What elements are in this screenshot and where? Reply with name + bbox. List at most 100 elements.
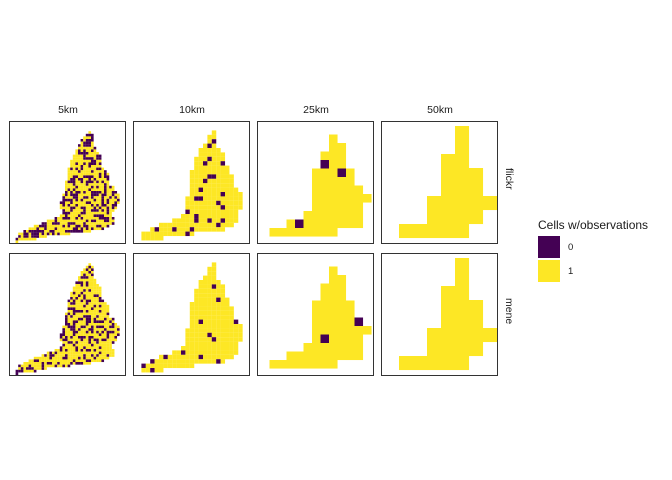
heat-cell [216, 165, 221, 171]
heat-cell [203, 178, 208, 184]
heat-cell [104, 180, 107, 184]
heat-cell [78, 222, 81, 225]
heat-cell [59, 214, 63, 218]
heat-cell [65, 204, 68, 207]
heat-cell [83, 297, 86, 300]
heat-cell [185, 337, 190, 342]
panel-mene-5km [9, 253, 126, 376]
heat-cell [93, 304, 97, 308]
heat-cell [98, 224, 102, 228]
heat-cell [80, 333, 84, 337]
heat-cell [52, 232, 55, 236]
heat-cell [80, 175, 84, 179]
heat-cell [91, 286, 94, 290]
heat-cell [46, 362, 50, 365]
heat-cell [111, 351, 115, 355]
heat-cell [83, 341, 86, 344]
heat-cell [111, 333, 115, 337]
heat-cell [220, 205, 226, 210]
heat-cell [203, 324, 208, 329]
heat-cell [91, 359, 94, 363]
heat-cell [106, 317, 110, 321]
heat-cell [26, 367, 29, 370]
heat-cell [104, 328, 107, 331]
heat-cell [455, 286, 470, 301]
heat-cell [72, 227, 76, 231]
heat-cell [216, 306, 221, 311]
heat-cell [88, 333, 92, 337]
heat-cell [329, 160, 338, 169]
heat-cell [88, 307, 92, 311]
heat-cell [75, 191, 79, 194]
heat-cell [111, 206, 115, 210]
heat-cell [41, 222, 45, 225]
heat-cell [80, 312, 84, 316]
heat-cell [80, 362, 84, 365]
heat-cell [96, 157, 99, 160]
heat-cell [346, 211, 355, 220]
heat-cell [75, 299, 79, 303]
heat-cell [39, 230, 42, 233]
heat-cell [329, 219, 338, 229]
heat-cell [91, 276, 94, 279]
heat-cell [104, 317, 107, 321]
heat-cell [194, 227, 199, 232]
heat-cell [67, 328, 71, 331]
heat-cell [72, 291, 76, 295]
heat-cell [194, 196, 199, 201]
heat-cell [67, 183, 71, 186]
heat-cell [83, 217, 86, 220]
heat-cell [44, 224, 47, 228]
heat-cell [117, 193, 120, 197]
heat-cell [57, 364, 60, 368]
heat-cell [70, 224, 73, 228]
heat-cell [65, 315, 68, 318]
heat-cell [198, 165, 204, 171]
heat-cell [114, 198, 118, 202]
heat-cell [83, 144, 86, 147]
heat-cell [185, 218, 190, 223]
heat-cell [93, 206, 97, 210]
heat-cell [85, 325, 89, 329]
heat-cell [78, 323, 81, 326]
heat-cell [83, 136, 86, 140]
heat-cell [455, 314, 470, 329]
heat-cell [70, 349, 73, 352]
heat-cell [59, 222, 63, 225]
heat-cell [167, 363, 173, 369]
heat-cell [220, 315, 226, 320]
heat-cell [91, 320, 94, 324]
heat-cell [91, 219, 94, 223]
heat-cell [101, 196, 105, 199]
heat-cell [159, 231, 164, 237]
heat-cell [83, 146, 86, 150]
heat-cell [85, 323, 89, 326]
heat-cell [70, 356, 73, 360]
heat-cell [85, 188, 89, 192]
heat-cell [198, 297, 204, 303]
heat-cell [78, 356, 81, 360]
heat-cell [72, 191, 76, 194]
heat-cell [49, 354, 53, 357]
heat-cell [65, 180, 68, 184]
heat-cell [98, 302, 102, 305]
heat-cell [41, 362, 45, 365]
heat-cell [72, 307, 76, 311]
heat-cell [46, 354, 50, 357]
heat-cell [57, 349, 60, 352]
heat-cell [109, 185, 112, 189]
heat-cell [104, 217, 107, 220]
heat-cell [72, 341, 76, 344]
heat-cell [96, 354, 99, 357]
heat-cell [49, 230, 53, 233]
heat-cell [78, 359, 81, 363]
heat-cell [96, 291, 99, 295]
heat-cell [167, 359, 173, 364]
heat-cell [96, 359, 99, 363]
heat-cell [80, 141, 84, 145]
heat-cell [211, 310, 217, 316]
heat-cell [78, 294, 81, 298]
heat-cell [312, 334, 321, 344]
heat-cell [83, 211, 86, 215]
heat-cell [114, 206, 118, 210]
